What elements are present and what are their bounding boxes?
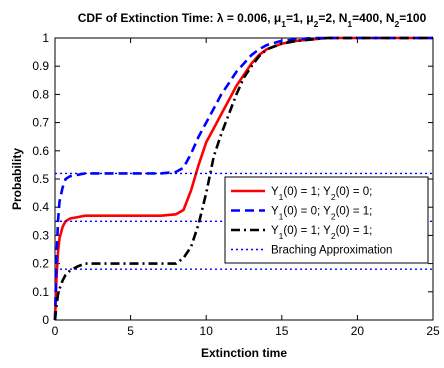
y-tick-label: 0.8: [32, 87, 49, 101]
y-tick-label: 0: [42, 313, 49, 327]
y-tick-label: 0.6: [32, 144, 49, 158]
chart-title-layer: CDF of Extinction Time: λ = 0.006, μ1=1,…: [78, 11, 427, 29]
y-tick-label: 0.2: [32, 257, 49, 271]
x-tick-label: 0: [52, 324, 59, 338]
chart-title: CDF of Extinction Time: λ = 0.006, μ1=1,…: [78, 11, 427, 29]
x-tick-label: 10: [200, 324, 214, 338]
y-tick-label: 0.9: [32, 59, 49, 73]
y-tick-label: 0.3: [32, 228, 49, 242]
x-axis-label: Extinction time: [201, 346, 287, 360]
y-tick-label: 0.7: [32, 116, 49, 130]
legend-entry: Y1(0) = 1; Y2(0) = 1;: [271, 225, 372, 241]
legend-entry: Y1(0) = 0; Y2(0) = 1;: [271, 206, 372, 222]
series-line-3: [53, 36, 433, 321]
y-axis-label: Probability: [10, 148, 24, 210]
legend-entry: Y1(0) = 1; Y2(0) = 0;: [271, 186, 372, 202]
y-tick-label: 0.1: [32, 285, 49, 299]
y-tick-label: 0.5: [32, 172, 49, 186]
x-tick-label: 20: [351, 324, 365, 338]
x-tick-label: 5: [127, 324, 134, 338]
legend-entry: Braching Approximation: [271, 245, 392, 257]
x-tick-label: 25: [426, 324, 440, 338]
series-line-2: [53, 36, 433, 321]
y-tick-label: 0.4: [32, 200, 49, 214]
x-tick-label: 15: [275, 324, 289, 338]
y-tick-label: 1: [42, 31, 49, 45]
legend-layer: Y1(0) = 1; Y2(0) = 0; Y1(0) = 0; Y2(0) = …: [224, 176, 429, 264]
axis-label-layer: Extinction time Probability: [10, 148, 287, 360]
